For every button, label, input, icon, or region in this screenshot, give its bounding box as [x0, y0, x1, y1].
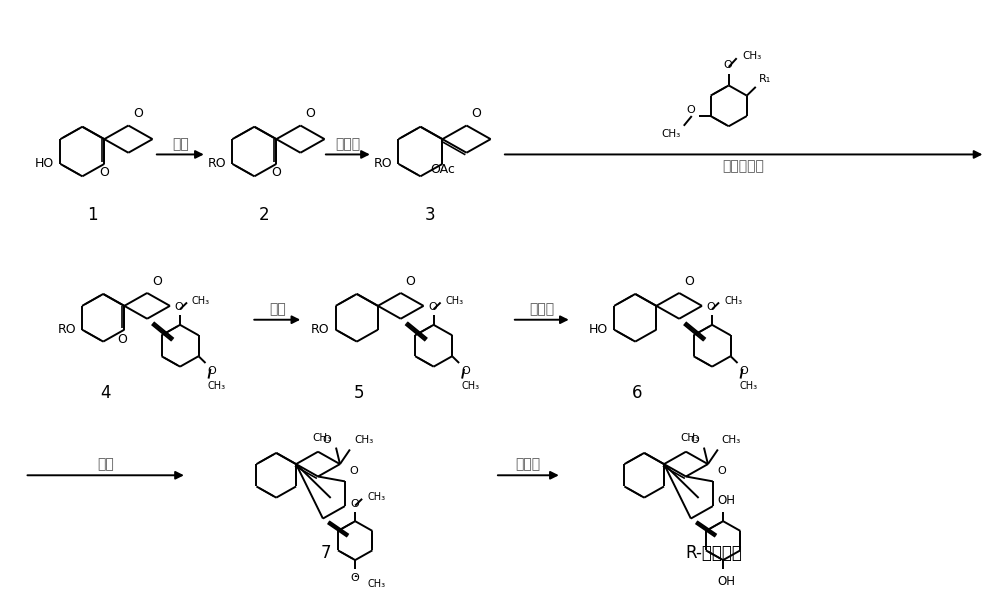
Text: O: O [99, 166, 109, 179]
Text: CH₃: CH₃ [461, 381, 479, 391]
Text: RO: RO [58, 323, 76, 336]
Text: O: O [723, 60, 732, 70]
Text: HO: HO [35, 157, 54, 170]
Text: O: O [322, 435, 331, 445]
Text: O: O [428, 302, 437, 312]
Text: OH: OH [717, 574, 735, 587]
Text: CH₃: CH₃ [740, 381, 758, 391]
Text: CH₃: CH₃ [313, 433, 332, 443]
Text: CH₃: CH₃ [192, 296, 210, 306]
Text: 脱保护: 脱保护 [529, 302, 554, 316]
Text: 4: 4 [100, 384, 110, 402]
Text: CH₃: CH₃ [722, 434, 741, 444]
Text: O: O [461, 366, 470, 376]
Text: O: O [271, 166, 281, 179]
Text: O: O [718, 466, 727, 476]
Text: O: O [351, 573, 360, 583]
Text: O: O [208, 366, 216, 376]
Text: R₁: R₁ [759, 74, 771, 84]
Text: CH₃: CH₃ [446, 296, 464, 306]
Text: O: O [133, 107, 143, 120]
Text: O: O [471, 107, 481, 120]
Text: 7: 7 [321, 544, 331, 562]
Text: HO: HO [589, 323, 608, 336]
Text: 5: 5 [354, 384, 364, 402]
Text: O: O [690, 435, 699, 445]
Text: 1: 1 [87, 206, 98, 224]
Text: R-光甘草定: R-光甘草定 [685, 544, 742, 562]
Text: RO: RO [208, 157, 226, 170]
Text: OAc: OAc [430, 164, 455, 177]
Text: O: O [684, 275, 694, 288]
Text: OH: OH [717, 493, 735, 506]
Text: 6: 6 [632, 384, 642, 402]
Text: 不对称加成: 不对称加成 [723, 159, 765, 173]
Text: O: O [175, 302, 183, 312]
Text: CH₃: CH₃ [354, 434, 373, 444]
Text: O: O [305, 107, 315, 120]
Text: O: O [406, 275, 416, 288]
Text: CH₃: CH₃ [681, 433, 700, 443]
Text: 环化: 环化 [97, 457, 114, 472]
Text: CH₃: CH₃ [367, 492, 385, 502]
Text: RO: RO [374, 157, 393, 170]
Text: 还原: 还原 [269, 302, 286, 316]
Text: 脱甲基: 脱甲基 [516, 457, 541, 472]
Text: 2: 2 [259, 206, 270, 224]
Text: CH₃: CH₃ [208, 381, 226, 391]
Text: O: O [351, 499, 360, 508]
Text: 保护: 保护 [172, 137, 189, 151]
Text: 3: 3 [425, 206, 436, 224]
Text: RO: RO [311, 323, 330, 336]
Text: O: O [350, 466, 359, 476]
Text: O: O [740, 366, 748, 376]
Text: 醇酯化: 醇酯化 [335, 137, 360, 151]
Text: CH₃: CH₃ [743, 51, 762, 61]
Text: O: O [152, 275, 162, 288]
Text: O: O [686, 105, 695, 115]
Text: CH₃: CH₃ [367, 579, 385, 589]
Text: O: O [707, 302, 715, 312]
Text: CH₃: CH₃ [724, 296, 742, 306]
Text: O: O [117, 333, 127, 346]
Text: CH₃: CH₃ [662, 129, 681, 139]
